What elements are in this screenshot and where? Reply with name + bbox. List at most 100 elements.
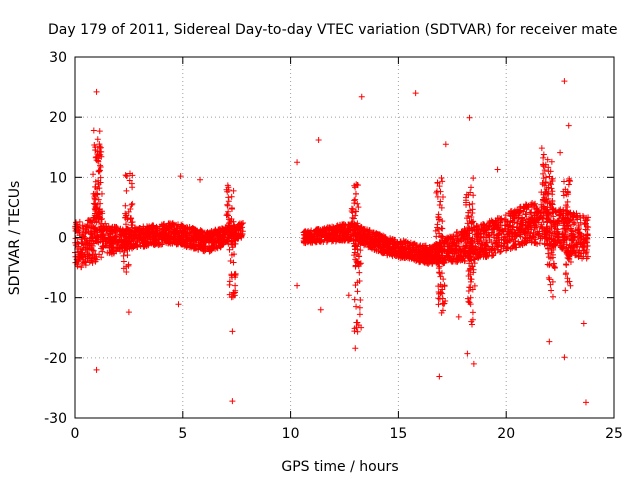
y-tick-label: 20	[49, 110, 67, 126]
band-point	[322, 226, 329, 233]
band-point	[131, 225, 138, 232]
band-point	[105, 223, 112, 230]
band-point	[155, 236, 162, 243]
band-point	[196, 242, 203, 249]
band-point	[206, 232, 213, 239]
band-point	[370, 239, 377, 246]
band-point	[421, 252, 428, 259]
band-point	[376, 238, 383, 245]
x-tick-label: 20	[497, 426, 515, 442]
band-point	[220, 236, 227, 243]
band-point	[132, 241, 139, 248]
band-point	[235, 221, 242, 228]
band-point	[164, 237, 171, 244]
band-point	[407, 244, 414, 251]
band-point	[188, 234, 195, 241]
band-point	[135, 225, 142, 232]
data-points	[72, 78, 592, 406]
x-tick-label: 0	[71, 426, 80, 442]
band-point	[379, 249, 386, 256]
band-point	[183, 230, 190, 237]
x-axis-label: GPS time / hours	[281, 459, 398, 475]
band-point	[133, 235, 140, 242]
band-point	[109, 248, 116, 255]
band-point	[76, 224, 83, 231]
band-point	[86, 237, 93, 244]
band-point	[79, 260, 86, 267]
band-point	[354, 232, 361, 239]
band-point	[117, 231, 124, 238]
band-point	[318, 236, 325, 243]
band-point	[300, 239, 307, 246]
band-point	[345, 225, 352, 232]
band-point	[75, 258, 82, 265]
band-point	[92, 251, 99, 258]
band-point	[391, 244, 398, 251]
x-tick-label: 5	[178, 426, 187, 442]
band-point	[352, 227, 359, 234]
band-point	[74, 251, 81, 258]
band-point	[342, 231, 349, 238]
band-point	[86, 252, 93, 259]
band-point	[369, 231, 376, 238]
band-point	[91, 225, 98, 232]
band-point	[104, 249, 111, 256]
band-point	[207, 245, 214, 252]
band-point	[172, 236, 179, 243]
band-point	[387, 235, 394, 242]
band-point	[79, 246, 86, 253]
band-point	[197, 233, 204, 240]
band-point	[403, 238, 410, 245]
band-point	[179, 229, 186, 236]
y-tick-label: -30	[44, 411, 67, 427]
band-point	[147, 236, 154, 243]
band-point	[80, 233, 87, 240]
band-point	[384, 243, 391, 250]
band-point	[411, 251, 418, 258]
band-point	[85, 255, 92, 262]
band-point	[301, 231, 308, 238]
y-tick-label: -20	[44, 351, 67, 367]
band-point	[214, 234, 221, 241]
band-point	[360, 235, 367, 242]
x-tick-label: 10	[282, 426, 300, 442]
band-point	[380, 232, 387, 239]
band-point	[137, 243, 144, 250]
band-point	[178, 221, 185, 228]
band-point	[336, 232, 343, 239]
band-point	[185, 232, 192, 239]
band-point	[188, 227, 195, 234]
band-point	[414, 248, 421, 255]
band-point	[373, 247, 380, 254]
band-point	[210, 241, 217, 248]
band-point	[420, 258, 427, 265]
band-point	[154, 225, 161, 232]
band-point	[344, 228, 351, 235]
band-point	[89, 243, 96, 250]
y-tick-label: 30	[49, 50, 67, 66]
band-point	[191, 245, 198, 252]
band-point	[316, 236, 323, 243]
band-point	[93, 253, 100, 260]
band-point	[375, 241, 382, 248]
band-point	[200, 247, 207, 254]
band-point	[389, 251, 396, 258]
band-point	[404, 251, 411, 258]
band-point	[76, 218, 83, 225]
band-point	[314, 231, 321, 238]
band-point	[361, 242, 368, 249]
band-point	[99, 248, 106, 255]
band-point	[163, 232, 170, 239]
band-point	[105, 235, 112, 242]
band-point	[78, 249, 85, 256]
band-point	[130, 232, 137, 239]
band-point	[86, 220, 93, 227]
band-point	[231, 223, 238, 230]
band-point	[361, 225, 368, 232]
band-point	[331, 235, 338, 242]
band-point	[109, 234, 116, 241]
band-point	[381, 233, 388, 240]
band-point	[409, 247, 416, 254]
band-point	[236, 224, 243, 231]
